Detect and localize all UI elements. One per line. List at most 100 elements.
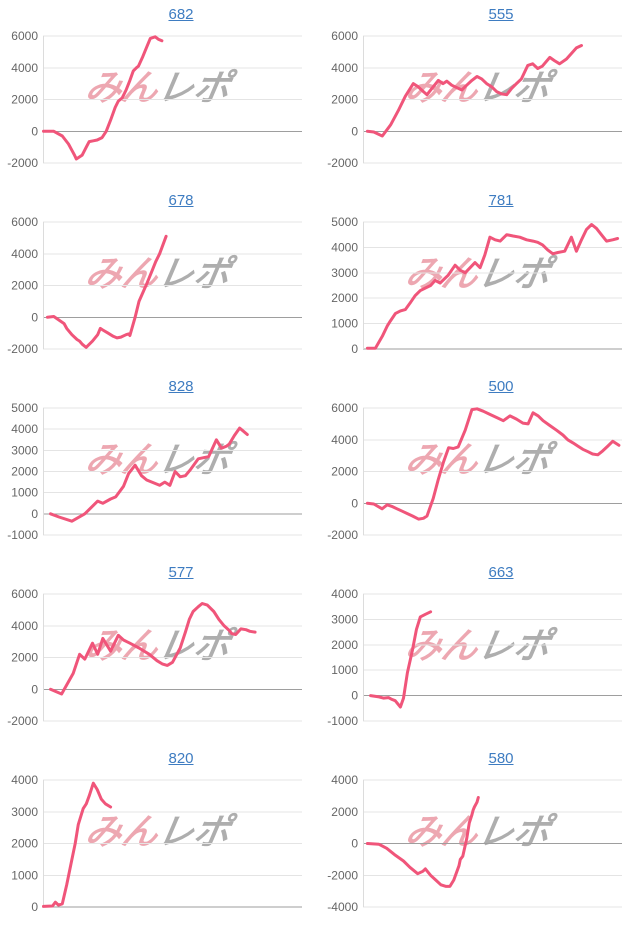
- line-chart: 6000 4000 2000 0 -2000: [327, 401, 622, 542]
- y-axis-label: 6000: [331, 29, 358, 43]
- y-axis-label: 2000: [331, 93, 358, 107]
- y-axis-label: 2000: [331, 291, 358, 305]
- y-axis-label: 4000: [331, 240, 358, 254]
- y-axis-label: 0: [31, 310, 38, 324]
- chart-area: みんレポ 6000 4000 2000 0 -2000: [320, 26, 640, 186]
- chart-panel: 580 みんレポ 4000 2000 0 -2000 -4000: [320, 744, 640, 930]
- chart-title-row: 500: [320, 372, 640, 398]
- y-axis-label: 6000: [331, 401, 358, 415]
- y-axis-label: 2000: [331, 465, 358, 479]
- y-axis-label: 4000: [331, 433, 358, 447]
- y-axis-label: -2000: [327, 528, 358, 542]
- y-axis-label: 4000: [11, 422, 38, 436]
- y-axis-label: 2000: [11, 837, 38, 851]
- y-axis-label: 2000: [331, 805, 358, 819]
- chart-area: みんレポ 6000 4000 2000 0 -2000: [0, 26, 320, 186]
- series-line: [49, 602, 257, 696]
- chart-area: みんレポ 5000 4000 3000 2000 1000 0 -1000: [0, 398, 320, 558]
- y-axis-label: 0: [31, 682, 38, 696]
- y-axis-label: 3000: [11, 443, 38, 457]
- y-axis-label: 4000: [331, 61, 358, 75]
- y-axis-label: 1000: [11, 486, 38, 500]
- chart-panel: 500 みんレポ 6000 4000 2000 0 -2000: [320, 372, 640, 558]
- y-axis-label: 4000: [11, 61, 38, 75]
- chart-title-link[interactable]: 820: [168, 750, 194, 767]
- series-line: [42, 781, 113, 908]
- line-chart: 5000 4000 3000 2000 1000 0 -1000: [7, 401, 302, 542]
- chart-panel: 820 みんレポ 4000 3000 2000 1000 0: [0, 744, 320, 930]
- y-axis-label: 4000: [11, 773, 38, 787]
- chart-title-row: 555: [320, 0, 640, 26]
- y-axis-label: 5000: [11, 401, 38, 415]
- y-axis-label: 5000: [331, 215, 358, 229]
- series-line: [365, 44, 583, 138]
- y-axis-label: 2000: [11, 93, 38, 107]
- chart-title-link[interactable]: 781: [488, 192, 514, 209]
- y-axis-label: -2000: [327, 156, 358, 170]
- chart-title-link[interactable]: 580: [488, 750, 514, 767]
- chart-title-row: 577: [0, 558, 320, 584]
- chart-title-link[interactable]: 577: [168, 564, 194, 581]
- chart-area: みんレポ 4000 3000 2000 1000 0 -1000: [320, 584, 640, 744]
- chart-title-row: 580: [320, 744, 640, 770]
- chart-area: みんレポ 4000 3000 2000 1000 0: [0, 770, 320, 930]
- y-axis-label: 2000: [11, 279, 38, 293]
- chart-panel: 577 みんレポ 6000 4000 2000 0 -2000: [0, 558, 320, 744]
- chart-title-link[interactable]: 663: [488, 564, 514, 581]
- chart-panel: 555 みんレポ 6000 4000 2000 0 -2000: [320, 0, 640, 186]
- y-axis-label: 3000: [331, 612, 358, 626]
- y-axis-label: 0: [351, 342, 358, 356]
- series-line: [365, 796, 480, 888]
- series-line: [42, 35, 164, 161]
- y-axis-label: -2000: [7, 714, 38, 728]
- chart-title-row: 678: [0, 186, 320, 212]
- line-chart: 6000 4000 2000 0 -2000: [7, 587, 302, 728]
- chart-title-link[interactable]: 678: [168, 192, 194, 209]
- y-axis-label: -2000: [7, 156, 38, 170]
- y-axis-label: 6000: [11, 587, 38, 601]
- series-line: [365, 223, 620, 350]
- series-line: [45, 234, 168, 349]
- line-chart: 6000 4000 2000 0 -2000: [7, 215, 302, 356]
- chart-area: みんレポ 5000 4000 3000 2000 1000 0: [320, 212, 640, 372]
- y-axis-label: 1000: [11, 868, 38, 882]
- chart-panel: 781 みんレポ 5000 4000 3000 2000 1000 0: [320, 186, 640, 372]
- chart-title-row: 820: [0, 744, 320, 770]
- y-axis-label: -1000: [327, 714, 358, 728]
- y-axis-label: 4000: [11, 247, 38, 261]
- y-axis-label: 0: [31, 900, 38, 914]
- chart-title-link[interactable]: 555: [488, 6, 514, 23]
- chart-panel: 828 みんレポ 5000 4000 3000 2000 1000 0 -1000: [0, 372, 320, 558]
- y-axis-label: 0: [351, 837, 358, 851]
- chart-area: みんレポ 4000 2000 0 -2000 -4000: [320, 770, 640, 930]
- y-axis-label: 0: [351, 124, 358, 138]
- chart-title-link[interactable]: 828: [168, 378, 194, 395]
- chart-title-row: 781: [320, 186, 640, 212]
- chart-title-link[interactable]: 682: [168, 6, 194, 23]
- chart-title-row: 682: [0, 0, 320, 26]
- line-chart: 4000 2000 0 -2000 -4000: [327, 773, 622, 914]
- chart-title-link[interactable]: 500: [488, 378, 514, 395]
- y-axis-label: 3000: [11, 805, 38, 819]
- y-axis-label: 0: [31, 507, 38, 521]
- y-axis-label: 4000: [11, 619, 38, 633]
- y-axis-label: 6000: [11, 29, 38, 43]
- y-axis-label: 3000: [331, 266, 358, 280]
- y-axis-label: -1000: [7, 528, 38, 542]
- y-axis-label: 0: [351, 496, 358, 510]
- y-axis-label: 1000: [331, 663, 358, 677]
- line-chart: 4000 3000 2000 1000 0: [11, 773, 302, 914]
- y-axis-label: 0: [351, 689, 358, 703]
- chart-area: みんレポ 6000 4000 2000 0 -2000: [0, 584, 320, 744]
- chart-area: みんレポ 6000 4000 2000 0 -2000: [0, 212, 320, 372]
- line-chart: 6000 4000 2000 0 -2000: [7, 29, 302, 170]
- line-chart: 6000 4000 2000 0 -2000: [327, 29, 622, 170]
- chart-area: みんレポ 6000 4000 2000 0 -2000: [320, 398, 640, 558]
- y-axis-label: 0: [31, 124, 38, 138]
- chart-panel: 663 みんレポ 4000 3000 2000 1000 0 -1000: [320, 558, 640, 744]
- chart-title-row: 663: [320, 558, 640, 584]
- y-axis-label: 1000: [331, 317, 358, 331]
- line-chart: 4000 3000 2000 1000 0 -1000: [327, 587, 622, 728]
- chart-panel: 678 みんレポ 6000 4000 2000 0 -2000: [0, 186, 320, 372]
